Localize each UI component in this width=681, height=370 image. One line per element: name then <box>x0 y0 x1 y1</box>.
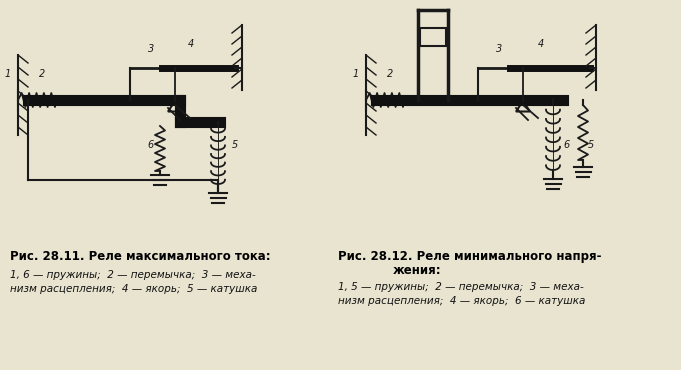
Text: 2: 2 <box>387 69 393 79</box>
Text: 3: 3 <box>496 44 503 54</box>
Text: 6: 6 <box>563 140 569 150</box>
Text: 2: 2 <box>39 69 45 79</box>
Text: 5: 5 <box>588 140 595 150</box>
Text: низм расцепления;  4 — якорь;  5 — катушка: низм расцепления; 4 — якорь; 5 — катушка <box>10 284 257 294</box>
Text: 1, 6 — пружины;  2 — перемычка;  3 — меха-: 1, 6 — пружины; 2 — перемычка; 3 — меха- <box>10 270 256 280</box>
Text: Рис. 28.11. Реле максимального тока:: Рис. 28.11. Реле максимального тока: <box>10 250 270 263</box>
Text: 1: 1 <box>353 69 359 79</box>
Text: 4: 4 <box>188 39 194 49</box>
Text: 4: 4 <box>538 39 544 49</box>
Text: низм расцепления;  4 — якорь;  6 — катушка: низм расцепления; 4 — якорь; 6 — катушка <box>338 296 586 306</box>
Text: 1, 5 — пружины;  2 — перемычка;  3 — меха-: 1, 5 — пружины; 2 — перемычка; 3 — меха- <box>338 282 584 292</box>
Text: 3: 3 <box>148 44 155 54</box>
Text: 6: 6 <box>147 140 153 150</box>
Bar <box>420 28 446 46</box>
Text: 1: 1 <box>5 69 11 79</box>
Text: 5: 5 <box>232 140 238 150</box>
Text: Рис. 28.12. Реле минимального напря-: Рис. 28.12. Реле минимального напря- <box>338 250 601 263</box>
Text: жения:: жения: <box>393 264 441 277</box>
